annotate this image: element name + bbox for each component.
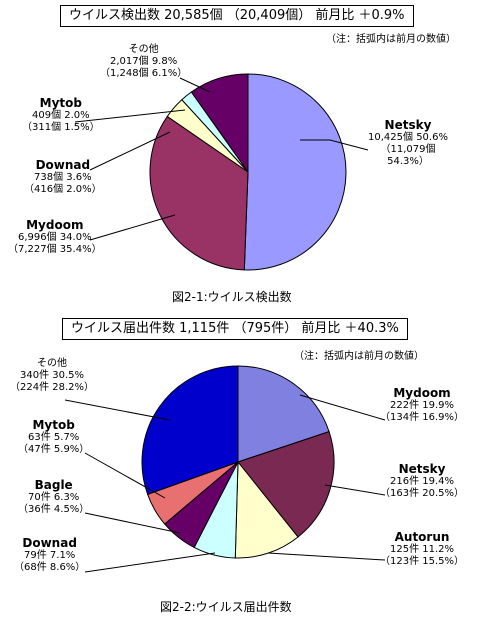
c1-mytob-name: Mytob [39, 96, 82, 110]
c2-sonota-name: その他 [37, 358, 68, 369]
c1-sonota-percent: 9.8% [151, 56, 178, 67]
chart2-title: ウイルス届出件数 1,115件 （795件） 前月比 ＋40.3% [62, 318, 408, 340]
c2-bagle-count: 70件 [27, 492, 51, 503]
leader-line-c1-mytob [74, 109, 186, 123]
c2-mytob-prev: （47件 5.9%） [18, 444, 90, 455]
c2-mytob-percent: 5.7% [53, 432, 80, 443]
c2-downad-name: Downad [22, 536, 77, 550]
c2-autorun-name: Autorun [394, 530, 450, 544]
pie-chart-1 [149, 73, 347, 271]
c1-label-sonota: その他 2,017個 9.8% （1,248個 6.1%） [100, 44, 187, 80]
c2-netsky-percent: 19.4% [422, 476, 455, 487]
c2-netsky-count: 216件 [389, 476, 420, 487]
leader-line-c2-mydoom [299, 394, 386, 421]
c1-mytob-prev: （311個 1.5%） [22, 122, 100, 133]
c2-slice-1 [237, 431, 335, 538]
chart1-caption: 図2-1:ウイルス検出数 [172, 290, 292, 304]
c2-sonota-percent: 30.5% [52, 370, 85, 381]
c1-slice-1 [149, 115, 249, 271]
c2-label-mytob: Mytob 63件 5.7% （47件 5.9%） [18, 418, 89, 456]
leader-line-c2-autorun [267, 552, 386, 561]
chart1-note: （注：括弧内は前月の数値） [326, 34, 456, 45]
c1-netsky-name: Netsky [384, 118, 432, 132]
c1-sonota-name: その他 [128, 44, 159, 55]
leader-line-c2-downad [84, 552, 216, 573]
c1-downad-percent: 3.6% [66, 172, 92, 183]
c1-label-netsky: Netsky 10,425個 50.6% （11,079個 54.3%） [368, 118, 448, 168]
c1-netsky-prev2: 54.3%） [387, 156, 429, 167]
c1-slice-0 [243, 73, 347, 271]
c2-label-sonota: その他 340件 30.5% （224件 28.2%） [10, 358, 94, 394]
leader-line-c2-netsky [324, 484, 386, 496]
c2-downad-percent: 7.1% [49, 550, 76, 561]
c1-label-mydoom: Mydoom 6,996個 34.0% （7,227個 35.4%） [8, 218, 102, 256]
c1-downad-prev: （416個 2.0%） [24, 184, 102, 195]
c2-sonota-prev: （224件 28.2%） [10, 382, 95, 393]
c1-mydoom-prev: （7,227個 35.4%） [8, 244, 102, 255]
leader-line-c2-mytob [84, 452, 166, 499]
c1-downad-name: Downad [35, 158, 91, 172]
c2-mytob-name: Mytob [32, 418, 75, 432]
c1-label-mytob: Mytob 409個 2.0% （311個 1.5%） [22, 96, 100, 134]
leader-lines [64, 77, 386, 573]
c2-autorun-count: 125件 [389, 544, 420, 555]
c2-label-autorun: Autorun 125件 11.2% （123件 15.5%） [380, 530, 464, 568]
c1-sonota-count: 2,017個 [109, 56, 149, 67]
c1-slice-4 [190, 73, 249, 174]
c1-mytob-percent: 2.0% [64, 110, 90, 121]
c2-bagle-percent: 6.3% [53, 492, 80, 503]
chart2-note: （注：括弧内は前月の数値） [294, 351, 424, 362]
c1-mydoom-percent: 34.0% [59, 232, 92, 243]
c2-netsky-prev: （163件 20.5%） [380, 488, 465, 499]
c1-downad-count: 738個 [33, 172, 64, 183]
c2-autorun-prev: （123件 15.5%） [380, 556, 465, 567]
c2-mydoom-name: Mydoom [393, 386, 451, 400]
c2-bagle-prev: （36件 4.5%） [18, 504, 90, 515]
c2-autorun-percent: 11.2% [422, 544, 455, 555]
c1-mytob-count: 409個 [31, 110, 62, 121]
c2-mydoom-prev: （134件 16.9%） [380, 412, 465, 423]
c1-mydoom-count: 6,996個 [17, 232, 57, 243]
c2-bagle-name: Bagle [34, 478, 73, 492]
c1-netsky-count: 10,425個 [368, 132, 413, 143]
c2-label-bagle: Bagle 70件 6.3% （36件 4.5%） [18, 478, 89, 516]
c1-mydoom-name: Mydoom [26, 218, 84, 232]
c2-netsky-name: Netsky [398, 462, 446, 476]
c1-netsky-prev: （11,079個 [380, 144, 436, 155]
leader-line-c1-netsky [300, 139, 369, 151]
c1-sonota-prev: （1,248個 6.1%） [100, 68, 188, 79]
c2-slice-6 [141, 365, 239, 495]
c2-downad-prev: （68件 8.6%） [14, 562, 86, 573]
c2-sonota-count: 340件 [19, 370, 50, 381]
c1-label-downad: Downad 738個 3.6% （416個 2.0%） [24, 158, 102, 196]
chart2-caption: 図2-2:ウイルス届出件数 [160, 600, 292, 614]
leader-line-c2-bagle [84, 512, 181, 534]
leader-line-c1-sonota [179, 77, 211, 93]
leader-line-c2-sonota [64, 399, 171, 421]
c2-mydoom-percent: 19.9% [422, 400, 455, 411]
c1-netsky-percent: 50.6% [416, 132, 448, 143]
leader-line-c1-downad [89, 131, 171, 171]
c2-downad-count: 79件 [23, 550, 47, 561]
c2-label-netsky: Netsky 216件 19.4% （163件 20.5%） [380, 462, 464, 500]
c2-mydoom-count: 222件 [389, 400, 420, 411]
c2-label-mydoom: Mydoom 222件 19.9% （134件 16.9%） [380, 386, 464, 424]
chart1-title: ウイルス検出数 20,585個 （20,409個） 前月比 ＋0.9% [60, 5, 414, 27]
pie-chart-2 [141, 365, 335, 559]
c2-slice-0 [237, 365, 330, 463]
c2-label-downad: Downad 79件 7.1% （68件 8.6%） [14, 536, 85, 574]
leader-line-c1-mydoom [89, 214, 176, 241]
c2-mytob-count: 63件 [27, 432, 51, 443]
